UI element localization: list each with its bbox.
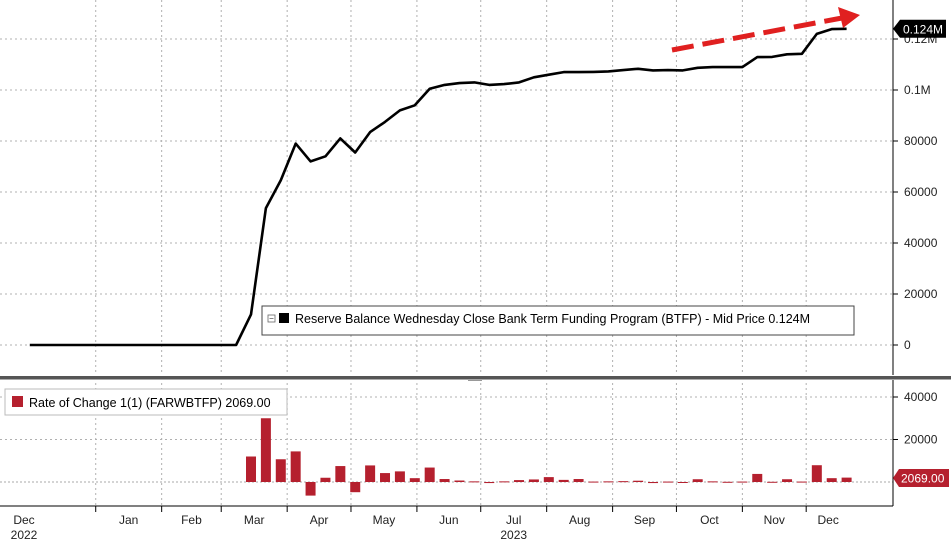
rate-of-change-bar	[573, 479, 584, 482]
rate-of-change-bar	[335, 466, 346, 482]
rate-of-change-bar	[767, 481, 778, 483]
rate-of-change-bar	[796, 481, 807, 483]
top-legend-box	[261, 305, 855, 336]
bottom-y-tick-label: 20000	[904, 433, 938, 447]
x-tick-label: Apr	[310, 513, 329, 527]
x-tick-label: Dec	[818, 513, 839, 527]
trend-arrow-annotation	[671, 7, 860, 53]
top-last-value-badge: 0.124M	[893, 19, 946, 38]
rate-of-change-bar	[528, 479, 539, 482]
rate-of-change-bar	[394, 471, 405, 482]
rate-of-change-bar	[320, 477, 331, 482]
rate-of-change-bar	[246, 456, 257, 482]
rate-of-change-bar	[499, 481, 510, 483]
trend-arrow-shaft	[671, 15, 843, 53]
top-legend-label: Reserve Balance Wednesday Close Bank Ter…	[295, 312, 810, 326]
rate-of-change-bar	[558, 479, 569, 482]
rate-of-change-bars	[246, 418, 852, 496]
x-year-label: 2022	[11, 528, 38, 541]
top-y-tick-label: 40000	[904, 236, 938, 250]
bottom-last-value-badge: 2069.00	[893, 469, 949, 487]
rate-of-change-bar	[737, 481, 748, 483]
rate-of-change-bar	[350, 482, 361, 493]
rate-of-change-bar	[305, 482, 316, 496]
rate-of-change-bar	[811, 465, 822, 482]
top-y-tick-label: 0.1M	[904, 83, 931, 97]
x-tick-label: Dec	[13, 513, 34, 527]
x-tick-label: Nov	[764, 513, 785, 527]
rate-of-change-bar	[782, 479, 793, 482]
rate-of-change-bar	[603, 481, 614, 483]
rate-of-change-bar	[514, 480, 525, 482]
rate-of-change-bar	[692, 479, 703, 482]
rate-of-change-bar	[439, 479, 450, 482]
bottom-last-value-badge-shape	[893, 469, 949, 487]
bottom-legend-box	[4, 388, 288, 416]
rate-of-change-bar	[543, 477, 554, 482]
x-tick-label: Jul	[506, 513, 521, 527]
rate-of-change-bar	[677, 482, 688, 483]
rate-of-change-bar	[618, 481, 629, 483]
btfp-series-points	[29, 28, 847, 346]
rate-of-change-bar	[707, 481, 718, 483]
top-last-value-label: 0.124M	[903, 22, 943, 36]
top-y-tick-label: 0	[904, 338, 911, 352]
rate-of-change-bar	[260, 418, 271, 482]
top-y-tick-label: 20000	[904, 287, 938, 301]
bottom-y-tick-label: 40000	[904, 390, 938, 404]
rate-of-change-bar	[409, 478, 420, 482]
rate-of-change-bar	[752, 473, 763, 482]
x-tick-label: Mar	[244, 513, 265, 527]
top-legend-swatch	[279, 313, 289, 323]
rate-of-change-bar	[841, 477, 852, 482]
rate-of-change-bar	[722, 481, 733, 483]
rate-of-change-bar	[275, 459, 286, 482]
panel-divider-bar[interactable]	[0, 376, 951, 380]
rate-of-change-bar	[454, 480, 465, 482]
x-tick-label: Oct	[700, 513, 719, 527]
btfp-series-line	[29, 27, 847, 347]
rate-of-change-bar	[633, 480, 644, 482]
x-tick-label: Jun	[439, 513, 458, 527]
bottom-last-value-label: 2069.00	[901, 472, 945, 486]
bottom-legend-swatch	[12, 396, 23, 407]
rate-of-change-bar	[662, 481, 673, 483]
rate-of-change-bar	[290, 451, 301, 482]
rate-of-change-bar	[365, 465, 376, 482]
rate-of-change-bar	[469, 481, 480, 483]
trend-arrow-head	[838, 7, 860, 28]
x-year-label: 2023	[500, 528, 527, 541]
rate-of-change-bar	[484, 482, 495, 484]
x-tick-label: Aug	[569, 513, 590, 527]
top-y-tick-label: 80000	[904, 134, 938, 148]
bottom-panel: 20000 40000 2069.00 Rate of Change 1(1) (…	[0, 380, 949, 506]
rate-of-change-bar	[588, 481, 599, 483]
top-gridlines	[0, 0, 893, 372]
x-tick-label: Feb	[181, 513, 202, 527]
x-tick-label: May	[373, 513, 396, 527]
bottom-y-ticks: 20000 40000	[893, 390, 938, 447]
bottom-legend-label: Rate of Change 1(1) (FARWBTFP) 2069.00	[29, 396, 271, 410]
x-tick-label: Jan	[119, 513, 138, 527]
bottom-legend: Rate of Change 1(1) (FARWBTFP) 2069.00	[4, 388, 288, 416]
rate-of-change-bar	[380, 473, 391, 482]
top-y-tick-label: 60000	[904, 185, 938, 199]
rate-of-change-bar	[826, 478, 837, 482]
top-last-value-badge-shape	[893, 19, 946, 38]
x-tick-label: Sep	[634, 513, 656, 527]
panel-divider	[0, 376, 951, 381]
rate-of-change-bar	[648, 482, 659, 484]
top-legend: Reserve Balance Wednesday Close Bank Ter…	[261, 305, 855, 336]
rate-of-change-bar	[424, 467, 435, 482]
